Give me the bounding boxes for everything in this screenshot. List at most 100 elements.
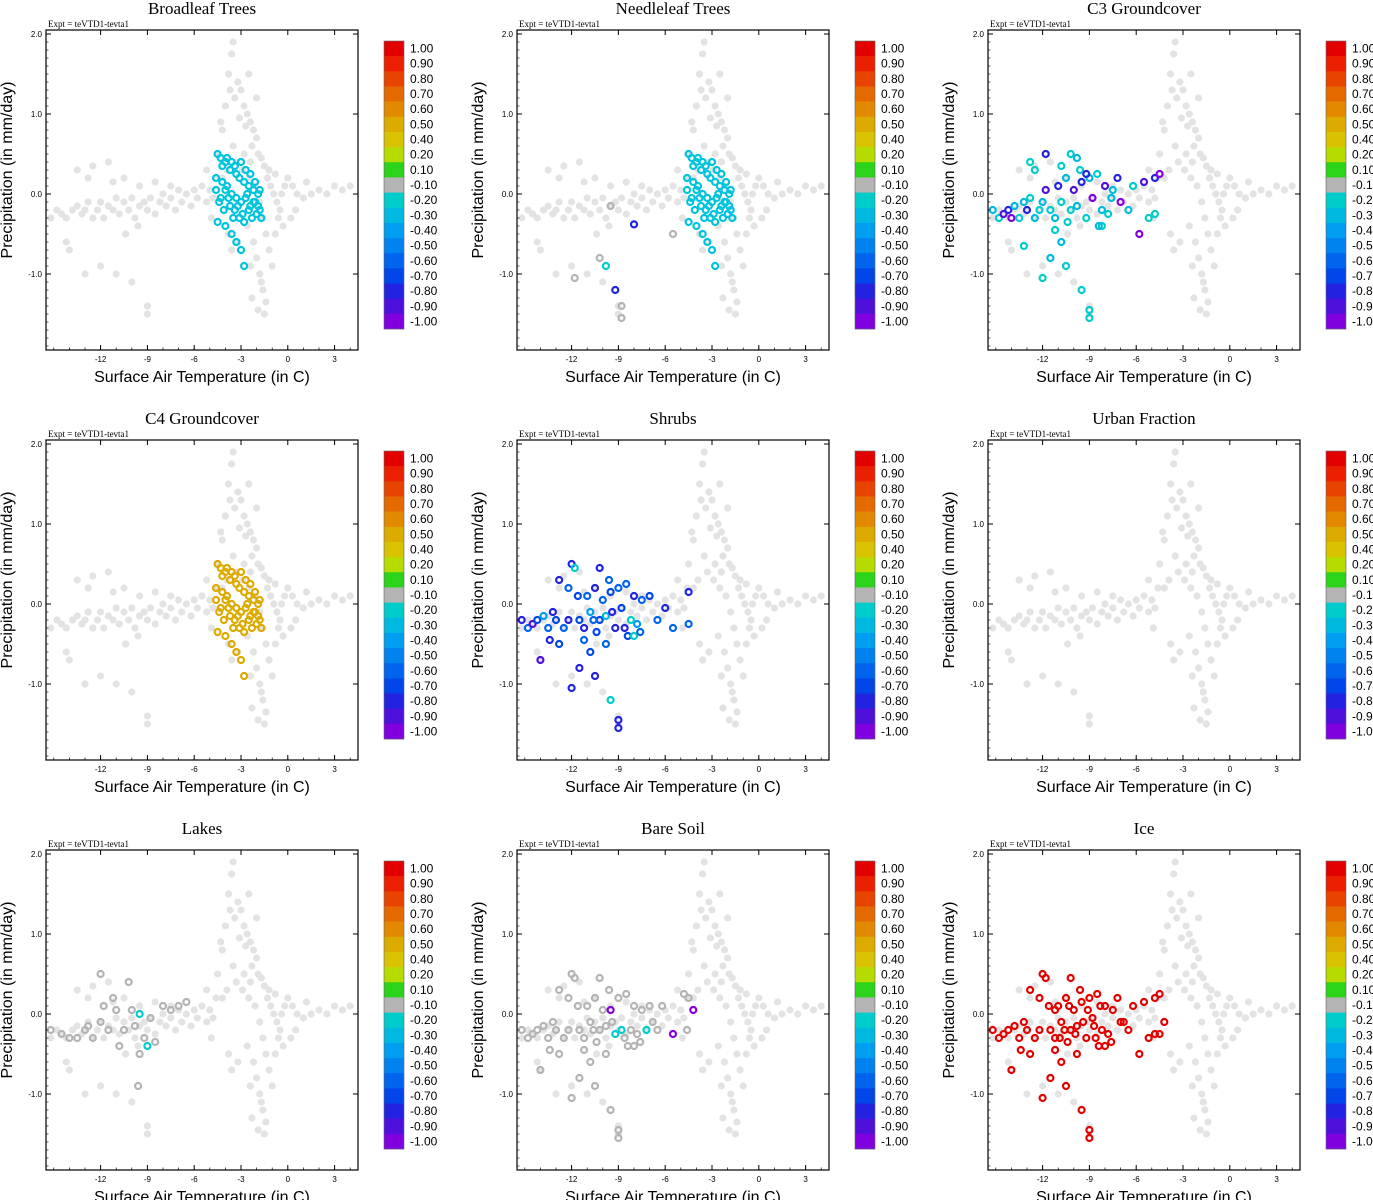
- data-point: [232, 579, 241, 589]
- background-point: [1185, 930, 1193, 938]
- background-point: [287, 214, 295, 222]
- colorbar-label: -0.30: [881, 1028, 909, 1042]
- background-point: [1207, 166, 1215, 174]
- x-tick-label: -12: [1037, 1175, 1049, 1184]
- colorbar-swatch: [855, 451, 875, 467]
- data-point: [614, 715, 623, 725]
- data-point: [243, 599, 252, 609]
- colorbar-label: 1.00: [1352, 452, 1373, 466]
- background-point: [705, 78, 713, 86]
- background-point: [260, 572, 268, 580]
- background-point: [736, 576, 744, 584]
- background-point: [207, 214, 215, 222]
- background-point: [243, 1042, 251, 1050]
- data-point: [586, 1017, 595, 1027]
- background-point: [1113, 616, 1122, 624]
- background-point: [717, 938, 725, 946]
- background-point: [720, 946, 729, 954]
- background-point: [240, 512, 248, 520]
- background-point: [555, 608, 563, 616]
- background-point: [717, 672, 725, 680]
- background-point: [143, 720, 151, 728]
- data-point: [65, 1033, 74, 1043]
- data-point: [620, 1033, 629, 1043]
- colorbar-label: 0.10: [410, 983, 434, 997]
- background-point: [733, 298, 741, 306]
- background-point: [209, 604, 217, 612]
- background-point: [1265, 600, 1273, 608]
- colorbar-label: -1.00: [1352, 314, 1373, 328]
- colorbar-swatch: [855, 56, 875, 72]
- data-point: [229, 213, 238, 223]
- background-point: [752, 1002, 760, 1010]
- data-point: [1065, 1001, 1074, 1011]
- background-point: [265, 1066, 273, 1074]
- background-point: [1195, 134, 1203, 142]
- background-point: [689, 946, 697, 954]
- colorbar-label: 0.60: [410, 512, 434, 526]
- background-point: [744, 608, 752, 616]
- background-point: [218, 946, 226, 954]
- background-point: [81, 616, 89, 624]
- data-point: [247, 213, 257, 223]
- data-point: [586, 1057, 595, 1067]
- data-point: [690, 205, 699, 215]
- background-point: [62, 648, 70, 656]
- data-point: [994, 213, 1004, 223]
- background-point: [592, 230, 601, 238]
- y-axis-label: Precipitation (in mm/day): [0, 82, 16, 259]
- background-point: [544, 576, 552, 584]
- background-point: [713, 122, 721, 130]
- background-point: [1170, 1066, 1178, 1074]
- background-point: [1004, 624, 1012, 632]
- background-point: [794, 600, 802, 608]
- data-point: [1096, 1001, 1105, 1011]
- background-point: [89, 162, 97, 170]
- background-point: [1191, 126, 1200, 134]
- background-point: [1216, 214, 1225, 222]
- data-point: [590, 1081, 600, 1091]
- colorbar-label: 0.60: [410, 922, 434, 936]
- background-point: [151, 1030, 159, 1038]
- data-point: [573, 591, 582, 601]
- background-point: [65, 656, 73, 664]
- background-point: [730, 624, 738, 632]
- data-point: [254, 189, 263, 199]
- background-point: [1109, 604, 1117, 612]
- background-point: [739, 1082, 747, 1090]
- background-point: [217, 938, 225, 946]
- background-point: [1179, 86, 1187, 94]
- background-point: [245, 70, 253, 78]
- colorbar: 1.000.900.800.700.600.500.400.200.10-0.1…: [1325, 40, 1373, 330]
- x-tick-label: 0: [286, 355, 291, 364]
- data-point: [88, 1033, 97, 1043]
- data-point: [988, 205, 997, 215]
- colorbar-label: -0.90: [1352, 299, 1373, 313]
- colorbar-swatch: [855, 1088, 875, 1104]
- background-point: [733, 230, 741, 238]
- colorbar-label: 0.70: [410, 87, 434, 101]
- background-point: [702, 914, 710, 922]
- background-point: [711, 102, 719, 110]
- background-point: [773, 178, 782, 186]
- background-point: [1004, 648, 1012, 656]
- background-point: [764, 600, 772, 608]
- background-point: [100, 1034, 108, 1042]
- background-point: [62, 214, 70, 222]
- background-point: [109, 178, 117, 186]
- background-point: [661, 186, 669, 194]
- colorbar-label: 1.00: [410, 862, 434, 876]
- background-point: [190, 596, 198, 604]
- background-point: [1187, 174, 1195, 182]
- background-point: [1202, 310, 1210, 318]
- background-point: [162, 1022, 170, 1030]
- background-point: [246, 938, 254, 946]
- background-point: [622, 178, 630, 186]
- background-point: [1204, 1118, 1212, 1126]
- colorbar-swatch: [1326, 617, 1346, 634]
- background-point: [1151, 604, 1159, 612]
- data-point: [693, 181, 703, 191]
- background-point: [1229, 1034, 1237, 1042]
